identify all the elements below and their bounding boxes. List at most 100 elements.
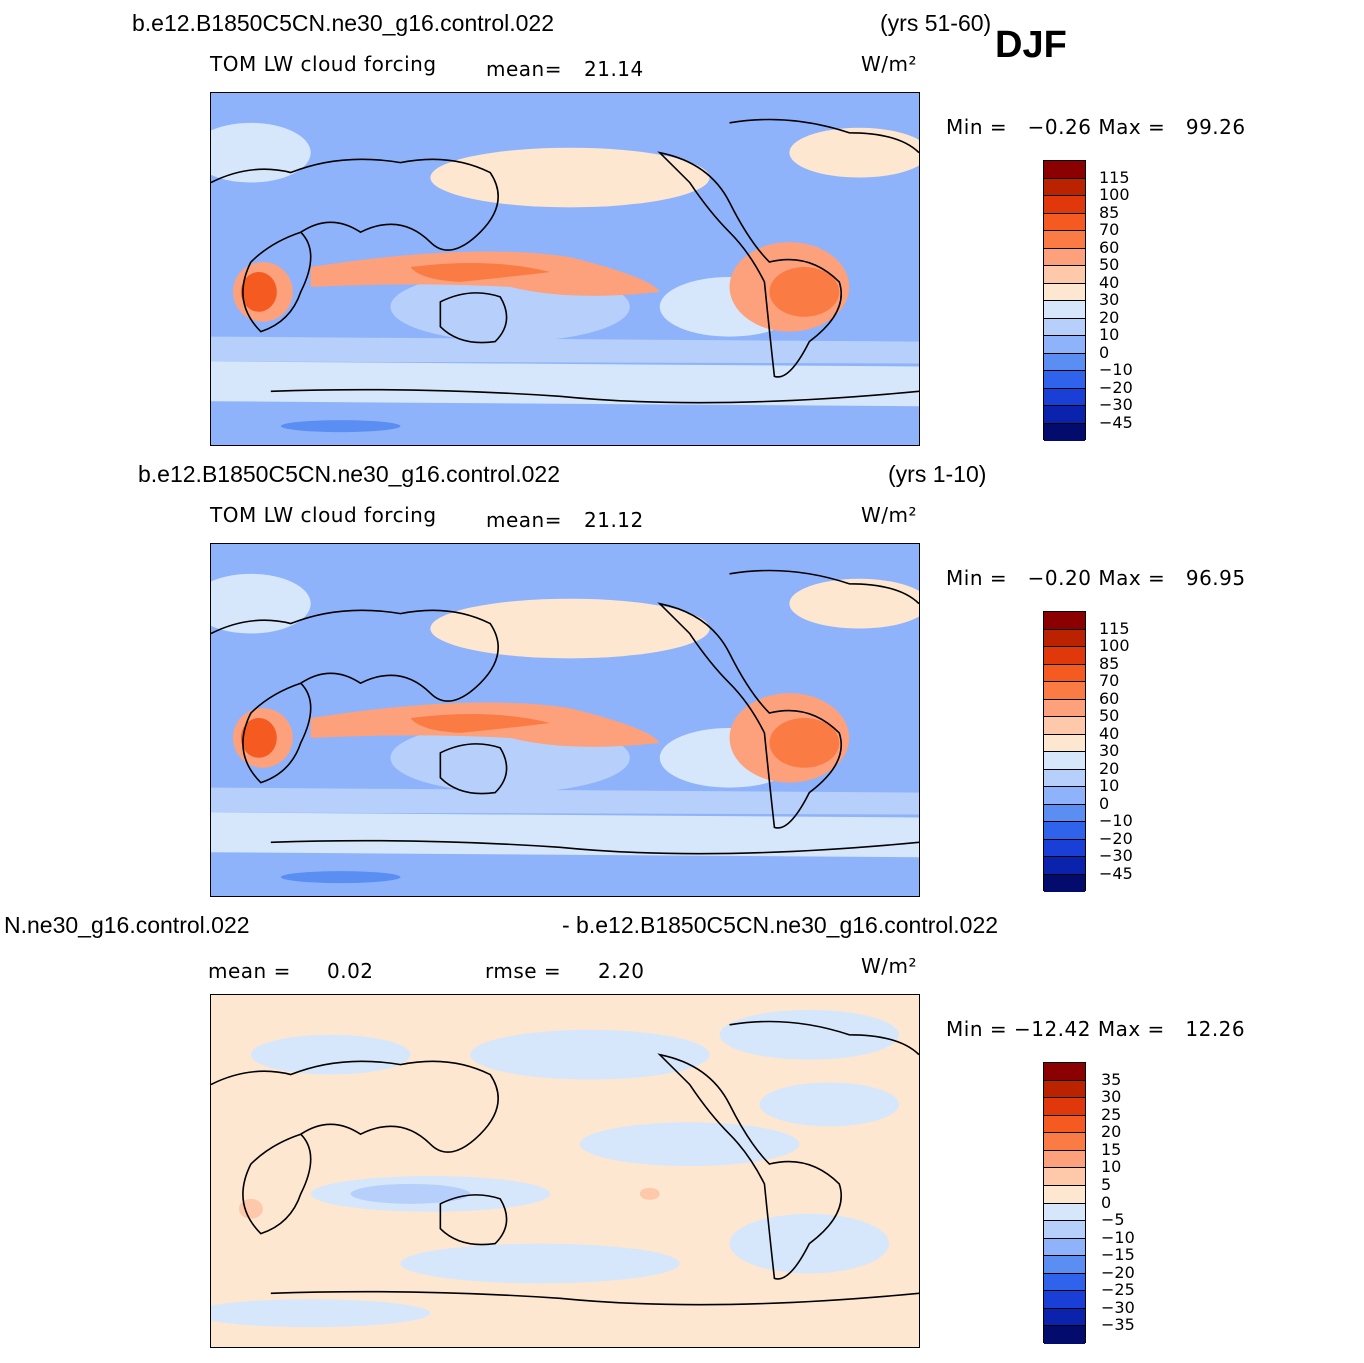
panel1-minmax: Min = −0.26 Max = 99.26: [946, 115, 1246, 139]
colorbar-box: [1044, 266, 1085, 284]
colorbar-label: 115: [1099, 618, 1130, 638]
colorbar-label: 5: [1101, 1174, 1112, 1194]
colorbar-box: [1044, 231, 1085, 249]
colorbar-box: [1044, 769, 1085, 787]
colorbar-label: 70: [1099, 220, 1120, 239]
colorbar-box: [1044, 682, 1085, 700]
panel3-mean-label: mean =: [208, 959, 291, 983]
colorbar-box: [1044, 1291, 1085, 1309]
panel1-case-title: b.e12.B1850C5CN.ne30_g16.control.022: [132, 10, 554, 36]
colorbar-label: −35: [1101, 1315, 1135, 1335]
colorbar-box: [1044, 629, 1085, 647]
panel2-units: W/m²: [861, 503, 918, 527]
colorbar-label: 70: [1099, 671, 1120, 690]
colorbar-box: [1044, 1133, 1085, 1151]
colorbar-box: [1044, 1150, 1085, 1169]
panel3-case-left: Ν.ne30_g16.control.022: [4, 912, 250, 938]
colorbar-label: −30: [1101, 1297, 1135, 1317]
panel1-mean-label: mean=: [486, 57, 562, 81]
season-label: DJF: [995, 24, 1067, 66]
colorbar-label: −20: [1099, 828, 1133, 848]
panel1-units: W/m²: [861, 52, 918, 76]
panel3-minmax: Min = −12.42 Max = 12.26: [946, 1017, 1246, 1041]
colorbar-box: [1044, 213, 1085, 231]
colorbar-label: −25: [1101, 1280, 1135, 1300]
colorbar-label: 30: [1099, 741, 1120, 760]
colorbar-box: [1044, 1098, 1085, 1116]
panel1-variable: TOM LW cloud forcing: [210, 52, 437, 76]
colorbar-label: 85: [1099, 202, 1120, 222]
colorbar-box: [1044, 1273, 1085, 1292]
panel3-rmse-label: rmse =: [485, 959, 562, 983]
colorbar-label: −5: [1101, 1210, 1125, 1230]
colorbar-box: [1044, 388, 1085, 406]
colorbar-label: 10: [1101, 1157, 1122, 1177]
colorbar-label: 85: [1099, 653, 1120, 673]
panel2-minmax: Min = −0.20 Max = 96.95: [946, 566, 1246, 590]
colorbar-box: [1044, 248, 1085, 266]
panel3-colorbar: [1043, 1062, 1086, 1344]
colorbar-label: 25: [1101, 1104, 1122, 1124]
colorbar-label: 100: [1099, 636, 1130, 655]
colorbar-label: −20: [1099, 377, 1133, 397]
colorbar-label: −10: [1099, 360, 1133, 379]
colorbar-label: 100: [1099, 185, 1130, 204]
colorbar-box: [1044, 612, 1085, 630]
colorbar-label: 10: [1099, 776, 1120, 795]
colorbar-label: 115: [1099, 167, 1130, 187]
colorbar-box: [1044, 787, 1085, 805]
colorbar-box: [1044, 1063, 1085, 1081]
colorbar-box: [1044, 1080, 1085, 1099]
colorbar-box: [1044, 857, 1085, 875]
colorbar-box: [1044, 283, 1085, 301]
colorbar-label: 15: [1101, 1139, 1122, 1159]
colorbar-box: [1044, 1221, 1085, 1239]
panel2-case-title: b.e12.B1850C5CN.ne30_g16.control.022: [138, 461, 560, 487]
panel3-mean-value: 0.02: [327, 959, 374, 983]
colorbar-label: −20: [1101, 1262, 1135, 1282]
colorbar-box: [1044, 336, 1085, 354]
colorbar-box: [1044, 371, 1085, 389]
colorbar-box: [1044, 423, 1085, 441]
colorbar-label: 20: [1099, 307, 1120, 327]
panel3-map: [210, 994, 920, 1348]
colorbar-label: 40: [1099, 723, 1120, 743]
colorbar-label: 30: [1099, 290, 1120, 309]
panel3-units: W/m²: [861, 954, 918, 978]
colorbar-box: [1044, 1238, 1085, 1257]
colorbar-label: 40: [1099, 272, 1120, 292]
colorbar-label: 20: [1101, 1122, 1122, 1142]
colorbar-box: [1044, 752, 1085, 770]
panel2-mean-value: 21.12: [584, 508, 644, 532]
colorbar-box: [1044, 1203, 1085, 1222]
colorbar-label: 50: [1099, 255, 1120, 274]
panel2-colorbar: [1043, 611, 1086, 892]
colorbar-label: −30: [1099, 395, 1133, 414]
panel3-rmse-value: 2.20: [598, 959, 645, 983]
panel2-map: [210, 543, 920, 897]
colorbar-label: 50: [1099, 706, 1120, 725]
panel1-map: [210, 92, 920, 446]
colorbar-label: 0: [1101, 1192, 1112, 1212]
panel2-mean-label: mean=: [486, 508, 562, 532]
colorbar-box: [1044, 1168, 1085, 1186]
colorbar-box: [1044, 717, 1085, 735]
panel1-years: (yrs 51-60): [880, 10, 992, 36]
colorbar-label: −10: [1099, 811, 1133, 830]
colorbar-box: [1044, 804, 1085, 822]
colorbar-box: [1044, 406, 1085, 424]
colorbar-box: [1044, 1326, 1085, 1344]
colorbar-label: 0: [1099, 793, 1110, 813]
colorbar-box: [1044, 647, 1085, 665]
colorbar-label: −45: [1099, 863, 1133, 883]
panel2-variable: TOM LW cloud forcing: [210, 503, 437, 527]
colorbar-box: [1044, 1256, 1085, 1274]
colorbar-label: 10: [1099, 325, 1120, 344]
colorbar-label: −15: [1101, 1245, 1135, 1265]
panel1-colorbar: [1043, 160, 1086, 441]
colorbar-box: [1044, 1115, 1085, 1134]
colorbar-label: 0: [1099, 342, 1110, 362]
colorbar-box: [1044, 353, 1085, 371]
colorbar-label: 60: [1099, 688, 1120, 708]
colorbar-box: [1044, 1185, 1085, 1204]
